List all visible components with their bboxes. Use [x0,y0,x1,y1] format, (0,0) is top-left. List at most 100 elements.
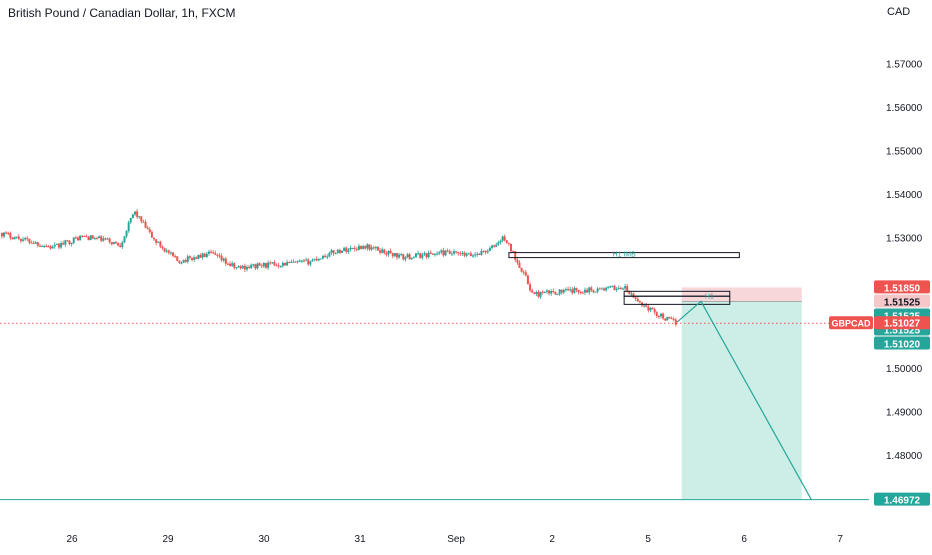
candles [0,209,677,327]
candle-body [558,289,561,295]
candle-body [412,257,415,259]
candle-body [119,245,122,247]
annotation-label: H1 [705,293,714,300]
candle-body [374,246,377,249]
candle-body [79,235,82,241]
candle-body [235,267,238,269]
candle-body [533,292,536,294]
candle-body [212,252,215,254]
candle-body [609,286,612,288]
candle-body [66,240,69,242]
candle-body [655,312,658,317]
position-zones [681,287,802,500]
candle-body [577,289,580,293]
candle-body [26,238,29,240]
take-profit-zone [681,301,802,500]
candle-body [186,256,189,262]
candle-body [112,242,115,245]
candle-body [649,308,652,311]
candle-body [505,240,508,243]
candle-body [131,214,134,218]
candle-body [298,260,301,262]
candle-body [653,309,656,313]
candle-body [414,253,417,258]
candle-body [60,243,63,248]
candle-body [36,242,39,246]
candle-body [556,294,559,296]
candle-body [398,254,401,258]
price-label-text: 1.46972 [884,496,921,507]
candle-body [598,288,601,290]
candle-body [45,245,48,247]
candle-body [17,236,20,239]
symbol-tag-text: GBPCAD [831,319,871,329]
time-axis: 26 29 30 31 Sep 2 5 6 7 [66,534,843,545]
candle-body [636,298,639,302]
candle-body [395,253,398,258]
projection-line [676,300,812,501]
candle-body [417,253,420,255]
candle-body [193,257,196,260]
candle-body [167,250,170,253]
candle-body [91,235,94,239]
candle-body [144,222,147,228]
x-tick-label: 6 [741,534,747,545]
candle-body [311,259,314,262]
candle-body [541,291,544,293]
candle-body [222,258,225,261]
candle-body [385,253,388,255]
candle-body [195,257,198,259]
y-tick-label: 1.49000 [886,407,923,418]
candle-body [501,236,504,241]
candle-body [602,288,605,291]
candle-body [207,251,210,254]
candle-body [32,242,35,244]
candle-body [491,245,494,248]
candle-body [512,251,515,253]
candle-body [353,247,356,249]
candle-body [7,232,10,234]
candle-body [467,253,470,255]
candle-body [313,258,316,260]
candle-body [391,253,394,257]
candle-body [457,252,460,254]
candle-body [250,264,253,269]
candle-body [100,236,103,241]
candle-body [524,272,527,276]
candle-body [300,260,303,262]
candle-body [226,263,229,265]
candle-body [596,288,599,292]
zone-rect-0 [508,252,740,259]
current-price-text: 1.51027 [884,319,921,330]
candle-body [408,254,411,260]
candle-body [452,251,455,254]
candle-body [545,290,548,292]
candle-body [465,253,468,256]
candle-body [305,259,308,261]
x-tick-label: Sep [447,534,465,545]
candle-body [615,288,618,291]
candle-body [522,271,525,273]
candle-body [617,287,620,289]
candle-body [74,237,77,239]
projection-path [676,300,812,501]
candle-body [575,288,578,290]
candle-body [324,255,327,258]
candle-body [463,252,466,256]
candle-body [93,238,96,240]
candle-body [357,245,360,250]
candle-body [176,256,179,262]
zone-rect-2 [623,295,731,305]
candle-body [571,289,574,293]
candle-body [188,256,191,258]
candle-body [256,263,259,269]
candle-body [76,237,79,241]
candle-body [480,250,483,255]
candle-body [406,254,409,258]
candle-body [85,236,88,238]
candle-body [634,297,637,299]
candle-body [216,254,219,256]
candle-body [303,260,306,262]
